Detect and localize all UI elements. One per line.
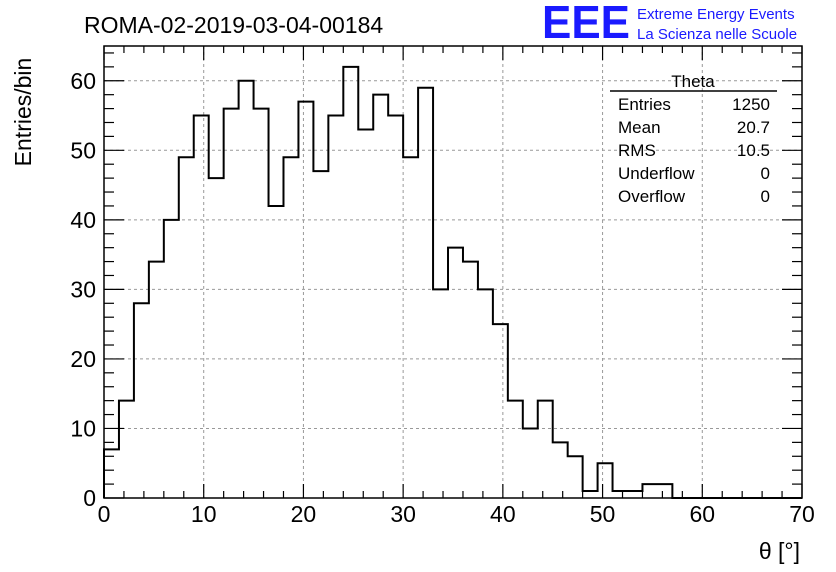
- histogram-line: [103, 65, 802, 499]
- grid-lines: [104, 46, 802, 498]
- x-tick-label: 70: [789, 501, 815, 527]
- y-tick-label: 40: [70, 207, 96, 233]
- stats-label: Overflow: [618, 187, 686, 206]
- stats-label: Mean: [618, 118, 661, 137]
- eee-logo: EEE Extreme Energy Events La Scienza nel…: [542, 0, 797, 48]
- stats-value: 10.5: [737, 141, 770, 160]
- stats-label: RMS: [618, 141, 656, 160]
- y-axis-label: Entries/bin: [10, 58, 36, 167]
- x-tick-label: 0: [98, 501, 111, 527]
- logo-text: EEE: [542, 0, 630, 48]
- y-tick-label: 0: [83, 485, 96, 511]
- y-tick-label: 30: [70, 276, 96, 302]
- x-tick-label: 40: [490, 501, 516, 527]
- y-tick-label: 20: [70, 346, 96, 372]
- logo-line-1: Extreme Energy Events: [637, 6, 795, 23]
- x-axis-label: θ [°]: [759, 538, 800, 564]
- x-tick-label: 50: [590, 501, 616, 527]
- x-tick-label: 10: [191, 501, 217, 527]
- y-tick-label: 10: [70, 415, 96, 441]
- stats-label: Entries: [618, 95, 671, 114]
- stats-value: 1250: [732, 95, 770, 114]
- x-tick-label: 20: [291, 501, 317, 527]
- x-tick-label: 60: [689, 501, 715, 527]
- x-tick-label: 30: [390, 501, 416, 527]
- stats-value: 0: [761, 187, 770, 206]
- plot-frame: [103, 45, 803, 499]
- stats-value: 20.7: [737, 118, 770, 137]
- stats-title: Theta: [671, 72, 715, 91]
- logo-line-2: La Scienza nelle Scuole: [637, 26, 797, 43]
- stats-box: Theta Entries 1250 Mean 20.7 RMS 10.5 Underflo…: [610, 72, 777, 206]
- x-tick-labels: 0 10 20 30 40 50 60 70: [98, 501, 815, 527]
- chart-title: ROMA-02-2019-03-04-00184: [84, 12, 383, 38]
- y-tick-label: 50: [70, 137, 96, 163]
- axis-ticks: [103, 46, 803, 499]
- stats-label: Underflow: [618, 164, 695, 183]
- y-tick-label: 60: [70, 68, 96, 94]
- y-tick-labels: 0 10 20 30 40 50 60: [70, 68, 96, 511]
- stats-value: 0: [761, 164, 770, 183]
